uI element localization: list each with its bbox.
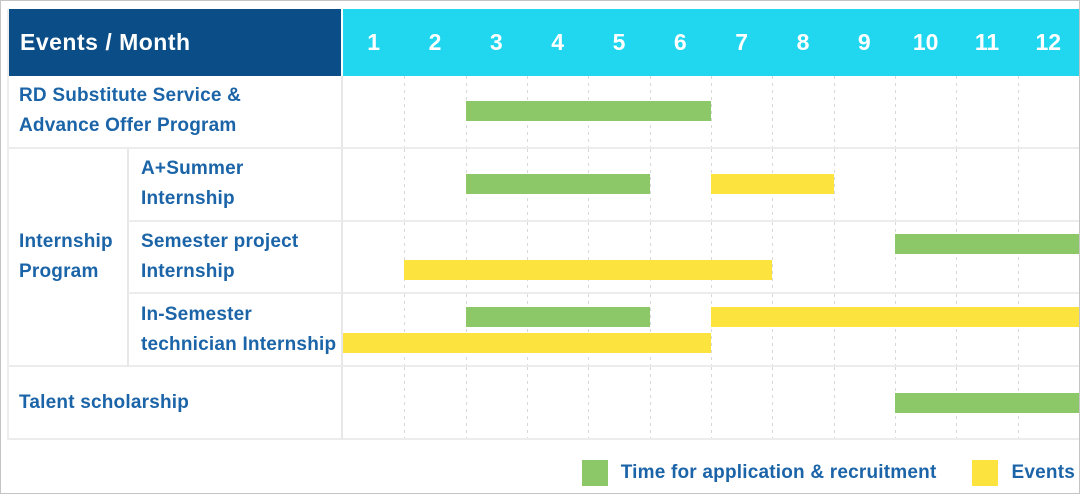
gantt-bar-event (404, 260, 773, 281)
label-line: Program (19, 260, 99, 282)
month-gridline (404, 367, 406, 438)
gantt-bar-recruitment (465, 307, 650, 328)
month-gridline (527, 367, 528, 438)
month-gridline (895, 148, 896, 220)
month-gridline (833, 76, 835, 147)
gantt-bar-event (343, 333, 711, 354)
label-line: Internship (141, 188, 235, 210)
row-chart-area (341, 294, 1079, 368)
label-line: Talent scholarship (19, 391, 190, 413)
legend-label: Time for application & recruitment (620, 462, 937, 483)
legend-item-recruitment: Time for application & recruitment (581, 460, 937, 486)
legend: Time for application & recruitment Events (581, 460, 1075, 486)
month-label: 8 (796, 29, 810, 55)
month-gridline (772, 76, 774, 147)
month-gridline (956, 148, 958, 220)
month-gridline (404, 76, 406, 147)
gantt-bar-event (711, 307, 1079, 328)
month-gridline (956, 221, 958, 293)
row-chart-area (341, 148, 1079, 222)
month-header-strip: 1 2 3 4 5 6 7 8 9 10 11 12 (341, 9, 1079, 76)
month-gridline (711, 367, 712, 438)
events-month-header: Events / Month (9, 9, 341, 76)
month-gridline (711, 221, 712, 293)
month-gridline (527, 221, 528, 293)
row-chart-area (341, 76, 1079, 149)
month-gridline (649, 148, 651, 220)
month-gridline (772, 221, 774, 293)
month-gridline (588, 221, 590, 293)
row-label: RD Substitute Service & Advance Offer Pro… (9, 76, 341, 149)
label-line: A+Summer (141, 158, 244, 180)
label-line: technician Internship (141, 333, 337, 355)
month-gridline (895, 221, 896, 293)
month-label: 3 (489, 29, 503, 55)
month-label: 12 (1035, 29, 1062, 55)
month-gridline (1017, 294, 1019, 366)
month-label: 10 (912, 29, 939, 55)
month-gridline (649, 294, 651, 366)
month-label: 11 (974, 29, 1000, 55)
gantt-bar-recruitment (895, 392, 1079, 413)
gantt-bar-event (711, 174, 834, 195)
row-chart-area (341, 221, 1079, 295)
row-label: Semester project Internship (127, 221, 341, 295)
month-gridline (772, 367, 774, 438)
month-gridline (588, 294, 590, 366)
label-line: Internship (141, 260, 235, 282)
label-line: Internship (19, 230, 113, 252)
row-label: A+Summer Internship (127, 148, 341, 222)
label-line: In-Semester (141, 303, 252, 325)
gantt-bar-recruitment (895, 234, 1079, 255)
month-gridline (833, 148, 835, 220)
recruitment-swatch (581, 460, 608, 486)
month-gridline (711, 294, 712, 366)
month-gridline (772, 294, 774, 366)
label-line: Advance Offer Program (19, 115, 237, 137)
month-label: 2 (428, 29, 442, 55)
month-gridline (465, 221, 467, 293)
month-gridline (404, 221, 406, 293)
month-gridline (895, 294, 896, 366)
table-header-row: Events / Month 1 2 3 4 5 6 7 8 9 10 11 12 (9, 9, 1079, 76)
month-gridline (711, 76, 712, 147)
month-gridline (956, 294, 958, 366)
month-label: 7 (735, 29, 749, 55)
legend-item-event: Events (972, 460, 1075, 486)
month-gridline (465, 294, 467, 366)
month-gridline (527, 294, 528, 366)
label-line: Semester project (141, 230, 299, 252)
gantt-body: RD Substitute Service & Advance Offer Pro… (9, 76, 1079, 440)
label-line: RD Substitute Service & (19, 85, 242, 107)
gantt-bar-recruitment (465, 174, 650, 195)
event-swatch (972, 460, 999, 486)
month-label: 5 (612, 29, 626, 55)
legend-label: Events (1011, 462, 1075, 483)
row-label: Talent scholarship (9, 367, 341, 440)
gantt-table: Events / Month 1 2 3 4 5 6 7 8 9 10 11 12 RD Substi… (7, 9, 1079, 440)
month-gridline (1017, 148, 1019, 220)
month-label: 1 (367, 29, 381, 55)
month-gridline (833, 294, 835, 366)
month-gridline (649, 367, 651, 438)
month-label: 4 (551, 29, 565, 55)
month-gridline (588, 367, 590, 438)
month-label: 9 (857, 29, 871, 55)
month-gridline (1017, 221, 1019, 293)
row-group-label: Internship Program (9, 149, 127, 368)
month-gridline (833, 367, 835, 438)
month-gridline (404, 148, 406, 220)
row-label: In-Semester technician Internship (127, 294, 341, 368)
gantt-bar-recruitment (465, 101, 711, 122)
month-gridline (833, 221, 835, 293)
month-gridline (1017, 76, 1019, 147)
row-chart-area (341, 367, 1079, 440)
month-gridline (895, 76, 896, 147)
month-gridline (956, 76, 958, 147)
month-gridline (404, 294, 406, 366)
month-gridline (465, 367, 467, 438)
month-label: 6 (673, 29, 687, 55)
month-gridline (649, 221, 651, 293)
